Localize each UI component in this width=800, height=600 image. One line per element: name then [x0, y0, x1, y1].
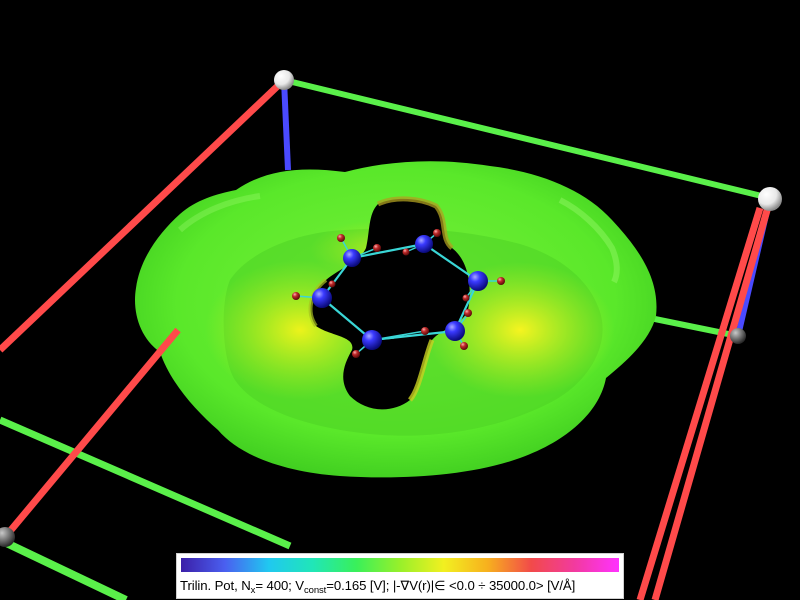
color-scale-legend: Trilin. Pot, Nx= 400; Vconst=0.165 [V]; …: [176, 553, 624, 599]
atom-h: [464, 309, 472, 317]
atom-h: [292, 292, 300, 300]
atom-h: [373, 244, 381, 252]
atom-c: [312, 288, 332, 308]
atom-h: [328, 280, 336, 288]
atom-c: [415, 235, 433, 253]
isosurface: [135, 161, 657, 478]
legend-v-subscript: const: [304, 585, 327, 596]
atom-h: [402, 248, 410, 256]
legend-prefix: Trilin. Pot, N: [180, 578, 251, 593]
atom-h: [462, 294, 470, 302]
legend-caption: Trilin. Pot, Nx= 400; Vconst=0.165 [V]; …: [180, 575, 622, 597]
atom-h: [460, 342, 468, 350]
legend-n-subscript: x: [250, 585, 256, 596]
vertex-sphere: [0, 527, 15, 547]
atom-c: [468, 271, 488, 291]
hydrogen-atoms: [292, 229, 505, 358]
carbon-atoms: [312, 235, 488, 350]
atom-c: [343, 249, 361, 267]
color-gradient-bar: [181, 558, 619, 572]
atom-h: [421, 327, 429, 335]
vertex-sphere: [274, 70, 294, 90]
atom-c: [362, 330, 382, 350]
atom-h: [497, 277, 505, 285]
legend-v-value: =0.165 [V]; |-∇V(r)|∈ <0.0 ÷ 35000.0> [V…: [326, 578, 576, 593]
vertex-sphere: [758, 187, 782, 211]
bounding-box-front: [0, 199, 774, 600]
box-vertices: [0, 70, 782, 547]
atom-h: [352, 350, 360, 358]
legend-n-value: = 400; V: [255, 578, 305, 593]
atom-h: [337, 234, 345, 242]
atom-h: [433, 229, 441, 237]
atom-c: [445, 321, 465, 341]
vertex-sphere: [730, 328, 746, 344]
